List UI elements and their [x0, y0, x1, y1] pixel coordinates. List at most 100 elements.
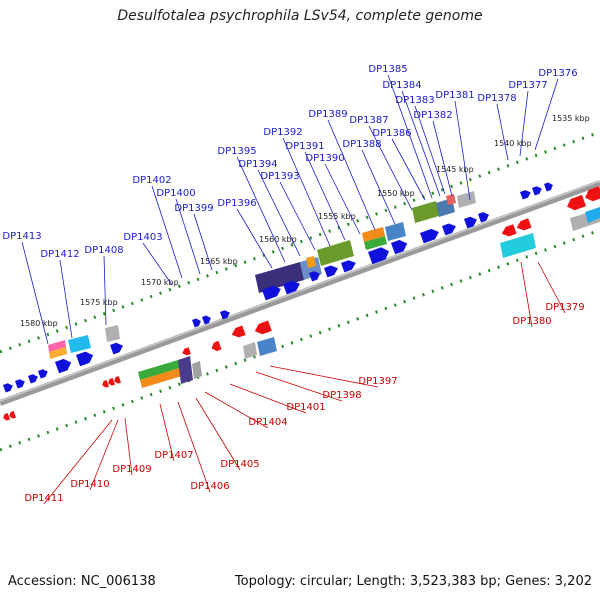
gene-label: DP1408: [84, 245, 124, 326]
feature-block-blue: [385, 222, 406, 241]
reverse-gene-arrow: [231, 325, 246, 338]
feature-block-orange: [362, 227, 385, 242]
svg-text:DP1388: DP1388: [342, 139, 381, 150]
feature-block-purple: [255, 262, 304, 293]
svg-text:DP1379: DP1379: [545, 302, 584, 313]
forward-gene-arrow: [76, 351, 94, 367]
gene-label: DP1406: [177, 401, 230, 493]
scale-label: 1555 kbp: [318, 212, 356, 221]
forward-gene-arrow: [55, 358, 72, 374]
reverse-gene-arrow: [114, 375, 122, 384]
svg-text:DP1404: DP1404: [248, 417, 287, 428]
gene-label: DP1378: [477, 93, 517, 161]
gene-label: DP1404: [204, 391, 288, 429]
svg-text:DP1378: DP1378: [477, 93, 516, 104]
gene-label: DP1402: [132, 175, 183, 279]
reverse-gene-arrow: [516, 218, 532, 231]
forward-gene-arrow: [478, 212, 489, 223]
map-title: Desulfotalea psychrophila LSv54, complet…: [117, 8, 483, 24]
scale-label: 1580 kbp: [20, 319, 58, 328]
svg-text:DP1387: DP1387: [349, 115, 388, 126]
gene-label: DP1407: [154, 403, 194, 462]
svg-text:DP1384: DP1384: [382, 80, 421, 91]
svg-text:DP1391: DP1391: [285, 141, 324, 152]
svg-text:DP1413: DP1413: [2, 231, 41, 242]
gene-label: DP1390: [305, 153, 361, 235]
svg-text:DP1393: DP1393: [260, 171, 299, 182]
forward-gene-arrow: [38, 369, 48, 379]
reverse-gene-arrow: [501, 224, 517, 237]
gene-label: DP1387: [349, 115, 413, 211]
svg-text:DP1389: DP1389: [308, 109, 347, 120]
svg-text:DP1410: DP1410: [70, 479, 109, 490]
gene-label: DP1382: [413, 110, 453, 197]
svg-text:DP1400: DP1400: [156, 188, 195, 199]
reverse-gene-arrow: [102, 379, 110, 388]
gene-label: DP1399: [174, 203, 214, 271]
scale-label: 1560 kbp: [259, 235, 297, 244]
gene-label: DP1377: [508, 80, 548, 157]
svg-text:DP1412: DP1412: [40, 249, 79, 260]
gene-label: DP1376: [534, 68, 578, 151]
forward-gene-arrow: [202, 315, 211, 325]
forward-gene-arrow: [262, 285, 281, 301]
svg-text:DP1411: DP1411: [24, 493, 63, 504]
svg-text:DP1382: DP1382: [413, 110, 452, 121]
accession-text: Accession: NC_006138: [8, 574, 156, 589]
svg-text:DP1380: DP1380: [512, 316, 551, 327]
feature-block-cyan: [500, 233, 536, 258]
reverse-gene-arrow: [211, 340, 222, 352]
gene-label: DP1403: [123, 232, 173, 286]
gene-label: DP1398: [255, 371, 362, 402]
feature-block-grey: [457, 191, 476, 208]
svg-text:DP1401: DP1401: [286, 402, 325, 413]
forward-gene-arrow: [28, 374, 38, 384]
forward-gene-arrow: [192, 318, 201, 328]
feature-block-green: [138, 360, 180, 380]
forward-gene-arrow: [220, 310, 230, 320]
svg-text:DP1383: DP1383: [395, 95, 434, 106]
feature-block-orange: [140, 368, 182, 388]
svg-text:DP1407: DP1407: [154, 450, 193, 461]
feature-block-green: [364, 236, 387, 250]
forward-gene-arrow: [368, 247, 390, 265]
scale-label: 1535 kbp: [552, 114, 590, 123]
feature-block-orange: [49, 347, 67, 359]
feature-block-grey: [243, 342, 257, 359]
svg-text:DP1392: DP1392: [263, 127, 302, 138]
forward-gene-arrow: [283, 280, 300, 295]
feature-block-red: [446, 194, 456, 205]
gene-arrows: [3, 182, 600, 421]
feature-block-blue: [257, 337, 277, 356]
gene-label: DP1392: [263, 127, 331, 247]
genome-backbone: [0, 180, 600, 406]
feature-block-orange: [306, 256, 316, 268]
feature-block-cyan: [68, 335, 91, 353]
forward-gene-arrow: [532, 186, 542, 196]
gene-label: DP1383: [395, 95, 446, 195]
feature-block-pink: [48, 340, 66, 352]
scale-label: 1565 kbp: [200, 257, 238, 266]
gene-label: DP1381: [435, 90, 475, 201]
svg-text:DP1406: DP1406: [190, 481, 229, 492]
reverse-gene-arrow: [585, 186, 600, 202]
svg-text:DP1405: DP1405: [220, 459, 259, 470]
feature-block-grey: [105, 325, 120, 342]
scale-label: 1570 kbp: [141, 278, 179, 287]
feature-block-purple: [178, 356, 193, 384]
gene-label: DP1405: [195, 397, 260, 471]
forward-gene-arrow: [391, 239, 408, 255]
svg-text:DP1398: DP1398: [322, 390, 361, 401]
forward-gene-arrow: [15, 379, 25, 389]
svg-text:DP1385: DP1385: [368, 64, 407, 75]
gene-label: DP1410: [70, 419, 119, 491]
forward-gene-arrow: [464, 216, 477, 229]
gene-label: DP1391: [285, 141, 346, 241]
forward-gene-arrow: [110, 342, 123, 355]
gene-label: DP1395: [217, 146, 286, 263]
forward-gene-arrow: [309, 271, 320, 282]
forward-gene-arrow: [324, 265, 338, 278]
reverse-gene-arrow: [182, 347, 191, 356]
